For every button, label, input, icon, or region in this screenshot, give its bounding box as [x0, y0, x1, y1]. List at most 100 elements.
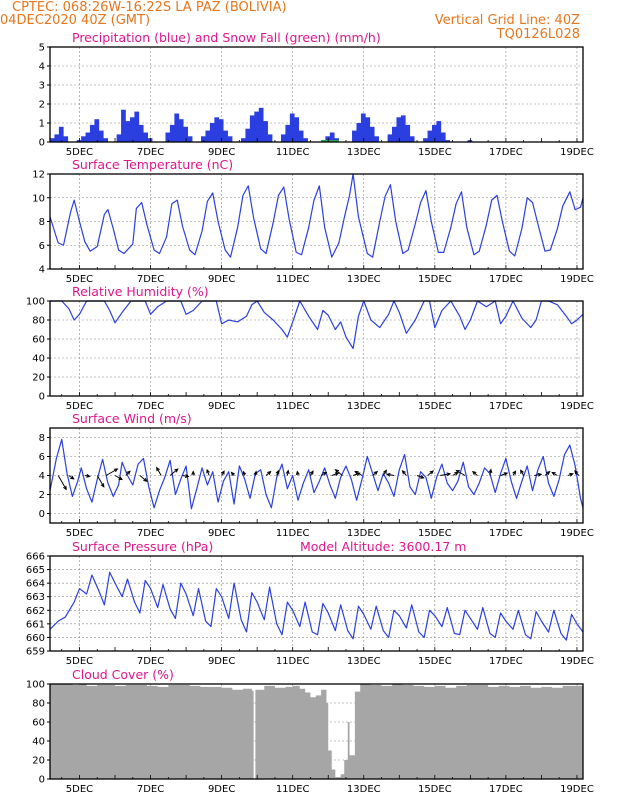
temp-xtick-label: 5DEC — [66, 274, 93, 285]
precip-bar — [294, 117, 300, 142]
wind-arrow-head — [488, 468, 493, 474]
pres-annotation: Model Altitude: 3600.17 m — [300, 539, 466, 554]
pres-xtick-label: 7DEC — [137, 656, 164, 667]
header-grid-note: Vertical Grid Line: 40Z — [434, 13, 580, 28]
precip-bar — [374, 136, 379, 142]
wind-arrow — [57, 475, 67, 490]
precip-bar — [143, 132, 149, 142]
wind-arrow-head — [520, 469, 524, 474]
wind-arrow-head — [253, 470, 258, 476]
pres-ytick-label: 660 — [26, 633, 45, 644]
pres-xtick-label: 13DEC — [347, 656, 381, 667]
wind-arrow-head — [512, 470, 517, 475]
temp-ytick-label: 12 — [32, 170, 45, 181]
pres-xtick-label: 11DEC — [276, 656, 310, 667]
wind-arrow-head — [86, 473, 91, 478]
precip-bar — [63, 136, 69, 142]
precip-xtick-label: 5DEC — [66, 147, 93, 158]
precip-bar — [183, 126, 188, 142]
precip-bar — [134, 111, 140, 142]
precip-bar — [178, 119, 184, 142]
cloud-xtick-label: 19DEC — [560, 784, 594, 795]
precip-bar — [280, 134, 286, 142]
wind-arrow — [169, 468, 179, 476]
wind-arrow-head — [354, 470, 359, 475]
rh-xtick-label: 9DEC — [208, 401, 235, 412]
precip-bar — [423, 138, 428, 142]
pres-ytick-label: 661 — [26, 619, 45, 630]
wind-arrow-head — [373, 470, 379, 476]
temp-title: Surface Temperature (nC) — [72, 157, 233, 172]
precip-bar — [289, 113, 295, 142]
wind-arrow — [387, 473, 395, 476]
rh-ytick-label: 0 — [39, 392, 45, 403]
wind-arrow-head — [420, 475, 425, 479]
precip-bar — [129, 117, 135, 142]
rh-xtick-label: 13DEC — [347, 401, 381, 412]
wind-arrow-head — [334, 472, 340, 476]
wind-xtick-label: 7DEC — [137, 528, 164, 539]
wind-arrow-head — [295, 470, 300, 476]
precip-bar — [249, 115, 255, 142]
wind-arrow — [335, 469, 343, 476]
precip-bar — [223, 130, 228, 142]
precip-bar — [440, 132, 446, 142]
wind-arrow-head — [118, 476, 124, 481]
precip-bar — [369, 126, 375, 142]
wind-arrow — [139, 475, 148, 482]
precip-bar — [445, 140, 451, 142]
precip-ytick-label: 5 — [39, 43, 45, 54]
pres-series-line — [49, 571, 584, 641]
precip-bar — [258, 107, 264, 142]
cloud-xtick-label: 11DEC — [276, 784, 310, 795]
cloud-xtick-label: 9DEC — [208, 784, 235, 795]
wind-arrow-head — [220, 470, 225, 475]
pres-ytick-label: 665 — [26, 565, 45, 576]
precip-bar — [436, 121, 442, 142]
pres-xtick-label: 5DEC — [66, 656, 93, 667]
temp-xtick-label: 17DEC — [489, 274, 523, 285]
precip-xtick-label: 11DEC — [276, 147, 310, 158]
precip-bar — [165, 132, 171, 142]
precip-bar — [116, 134, 122, 142]
precip-xtick-label: 15DEC — [418, 147, 452, 158]
cloud-xtick-label: 17DEC — [489, 784, 523, 795]
pres-ytick-label: 666 — [26, 552, 45, 563]
wind-arrow-head — [143, 477, 148, 483]
wind-ytick-label: 2 — [39, 490, 45, 501]
wind-arrow-head — [569, 472, 574, 477]
precip-bar — [240, 138, 246, 142]
cloud-xtick-label: 7DEC — [137, 784, 164, 795]
precip-bar — [98, 130, 104, 142]
wind-arrow-head — [113, 468, 119, 473]
rh-title: Relative Humidity (%) — [72, 284, 209, 299]
wind-arrow-head — [472, 470, 477, 476]
temp-panel — [47, 173, 584, 270]
wind-arrow-head — [230, 471, 235, 476]
pres-ytick-label: 663 — [26, 592, 45, 603]
precip-bar — [85, 132, 91, 142]
wind-arrow-head — [446, 472, 452, 477]
wind-arrow-head — [242, 470, 247, 476]
wind-arrow-head — [126, 470, 131, 475]
pres-xtick-label: 15DEC — [418, 656, 452, 667]
rh-xtick-label: 17DEC — [489, 401, 523, 412]
cloud-xtick-label: 5DEC — [66, 784, 93, 795]
precip-bar — [89, 124, 95, 142]
precip-bar — [201, 136, 206, 142]
wind-arrow-head — [322, 471, 328, 476]
wind-xtick-label: 5DEC — [66, 528, 93, 539]
wind-arrow — [105, 468, 118, 476]
rh-xtick-label: 5DEC — [66, 401, 93, 412]
wind-arrow-head — [70, 475, 75, 480]
wind-arrow-head — [100, 483, 105, 488]
pres-xtick-label: 19DEC — [560, 656, 594, 667]
precip-bar — [387, 134, 393, 142]
temp-xtick-label: 9DEC — [208, 274, 235, 285]
precip-bar — [285, 124, 291, 142]
precip-bar — [147, 138, 153, 142]
precip-bar — [121, 109, 126, 142]
pres-xtick-label: 17DEC — [489, 656, 523, 667]
temp-ytick-label: 8 — [39, 217, 45, 228]
